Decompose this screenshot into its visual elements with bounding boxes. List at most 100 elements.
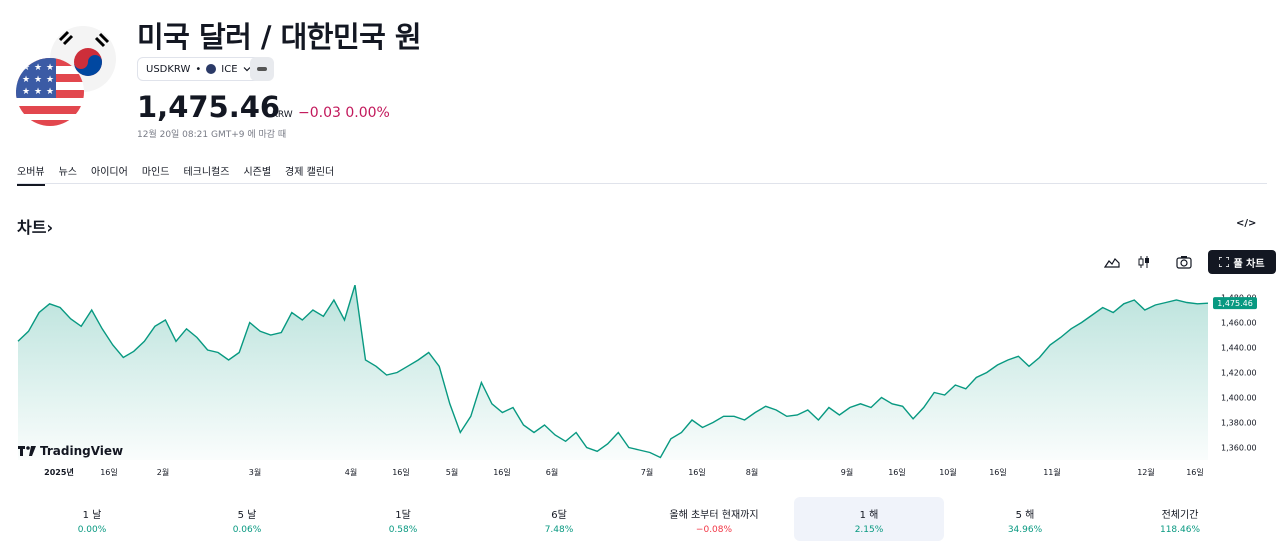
- currency-label: KRW: [272, 110, 293, 120]
- exchange-icon: [206, 64, 217, 74]
- tradingview-logo[interactable]: TradingView: [18, 444, 123, 458]
- y-tick-label: 1,440.00: [1221, 344, 1257, 353]
- tab-overview[interactable]: 오버뷰: [17, 163, 45, 186]
- period-performance: 1 날 0.00% 5 날 0.06% 1달 0.58% 6달 7.48% 올해 초부터…: [17, 497, 1267, 541]
- remove-watchlist-button[interactable]: [250, 57, 274, 81]
- period-value: −0.08%: [695, 525, 733, 535]
- period-value: 0.00%: [77, 525, 107, 535]
- chevron-right-icon: ›: [46, 218, 54, 237]
- period-label: 1 해: [859, 510, 879, 521]
- svg-text:★: ★: [22, 87, 30, 97]
- x-tick-label: 5월: [446, 467, 458, 477]
- tab-economic-calendar[interactable]: 경제 캘린더: [285, 167, 335, 178]
- x-tick-label: 12월: [1137, 467, 1155, 477]
- symbol-label: USDKRW: [146, 63, 191, 75]
- period-1y[interactable]: 1 해 2.15%: [794, 497, 944, 541]
- svg-text:★: ★: [46, 87, 54, 97]
- full-chart-button[interactable]: 풀 차트: [1208, 250, 1276, 274]
- current-price: 1,475.46: [137, 90, 281, 124]
- last-price-badge: [1213, 297, 1257, 310]
- svg-text:★: ★: [22, 63, 30, 73]
- period-5d[interactable]: 5 날 0.06%: [172, 497, 322, 541]
- chart-section-link[interactable]: 차트›: [17, 214, 53, 238]
- minus-icon: [257, 67, 267, 71]
- currency-flags: ★ ★ ★ ★ ★ ★ ★ ★ ★: [14, 26, 124, 136]
- period-ytd[interactable]: 올해 초부터 현재까지 −0.08%: [639, 497, 789, 541]
- full-chart-label: 풀 차트: [1233, 258, 1265, 270]
- period-value: 34.96%: [1007, 525, 1043, 535]
- svg-text:★: ★: [46, 75, 54, 85]
- x-tick-label: 16일: [989, 468, 1007, 477]
- x-tick-label: 16일: [100, 468, 118, 477]
- x-tick-label: 6월: [546, 467, 558, 477]
- tab-news[interactable]: 뉴스: [58, 167, 78, 178]
- x-tick-label: 10월: [939, 467, 957, 477]
- period-label: 전체기간: [1161, 510, 1199, 521]
- embed-code-icon[interactable]: </>: [1236, 218, 1257, 229]
- candle-chart-button[interactable]: [1132, 250, 1156, 274]
- x-tick-label: 4월: [345, 467, 357, 477]
- snapshot-button[interactable]: [1172, 250, 1196, 274]
- candles-icon: [1138, 256, 1149, 268]
- y-tick-label: 1,460.00: [1221, 319, 1257, 328]
- period-5y[interactable]: 5 해 34.96%: [950, 497, 1100, 541]
- separator-dot: •: [195, 63, 202, 75]
- period-label: 5 날: [237, 510, 257, 521]
- y-tick-label: 1,360.00: [1221, 444, 1257, 453]
- tab-minds[interactable]: 마인드: [141, 167, 170, 178]
- market-closed-note: 12월 20일 08:21 GMT+9 에 마감 때: [137, 130, 287, 140]
- period-value: 7.48%: [544, 525, 574, 535]
- price-line: [17, 285, 1209, 459]
- y-tick-label: 1,420.00: [1221, 369, 1257, 378]
- usa-flag-icon: ★ ★ ★ ★ ★ ★ ★ ★ ★: [16, 58, 84, 126]
- x-tick-label: 16일: [1186, 468, 1204, 477]
- exchange-label: ICE: [221, 63, 238, 75]
- period-value: 0.06%: [232, 525, 262, 535]
- chart-section-title: 차트: [17, 218, 47, 237]
- period-label: 1 날: [82, 510, 102, 521]
- page-title: 미국 달러 / 대한민국 원: [137, 20, 422, 54]
- x-tick-label: 7월: [641, 467, 653, 477]
- price-chart[interactable]: 1,480.001,460.001,440.001,420.001,400.00…: [0, 285, 1280, 480]
- y-tick-label: 1,400.00: [1221, 394, 1257, 403]
- tabs-divider: [17, 183, 1267, 184]
- section-tabs: 오버뷰 뉴스 아이디어 마인드 테크니컬즈 시즌별 경제 캘린더: [17, 163, 334, 186]
- svg-text:★: ★: [22, 75, 30, 85]
- x-tick-label: 8월: [746, 467, 758, 477]
- tab-ideas[interactable]: 아이디어: [91, 167, 128, 178]
- x-tick-label: 9월: [841, 467, 853, 477]
- fullscreen-icon: [1219, 257, 1230, 267]
- x-tick-label: 16일: [688, 468, 706, 477]
- svg-text:★: ★: [46, 63, 54, 73]
- x-tick-label: 11월: [1043, 467, 1061, 477]
- svg-text:★: ★: [34, 63, 42, 73]
- area-chart-icon: [1104, 258, 1120, 268]
- x-tick-label: 2025년: [44, 467, 74, 477]
- tab-seasonals[interactable]: 시즌별: [243, 167, 272, 178]
- last-price-label: 1,475.46: [1217, 299, 1253, 308]
- chevron-down-icon: [243, 67, 250, 72]
- period-label: 1달: [395, 510, 411, 521]
- period-value: 2.15%: [854, 525, 884, 535]
- svg-text:★: ★: [34, 75, 42, 85]
- period-value: 0.58%: [388, 525, 418, 535]
- tab-technicals[interactable]: 테크니컬즈: [183, 167, 230, 178]
- period-6m[interactable]: 6달 7.48%: [484, 497, 634, 541]
- period-all[interactable]: 전체기간 118.46%: [1105, 497, 1255, 541]
- price-change: −0.03 0.00%: [298, 105, 390, 121]
- watermark-text: TradingView: [40, 444, 124, 458]
- period-1m[interactable]: 1달 0.58%: [328, 497, 478, 541]
- symbol-selector[interactable]: USDKRW • ICE: [137, 57, 260, 81]
- camera-icon: [1176, 256, 1192, 269]
- price-area: [18, 285, 1208, 460]
- area-chart-button[interactable]: [1100, 250, 1124, 274]
- x-tick-label: 3월: [249, 467, 261, 477]
- x-tick-label: 2월: [157, 467, 169, 477]
- x-tick-label: 16일: [493, 468, 511, 477]
- period-1d[interactable]: 1 날 0.00%: [17, 497, 167, 541]
- period-label: 올해 초부터 현재까지: [669, 510, 759, 521]
- x-tick-label: 16일: [888, 468, 906, 477]
- period-label: 5 해: [1015, 510, 1035, 521]
- period-label: 6달: [551, 510, 567, 521]
- y-tick-label: 1,380.00: [1221, 419, 1257, 428]
